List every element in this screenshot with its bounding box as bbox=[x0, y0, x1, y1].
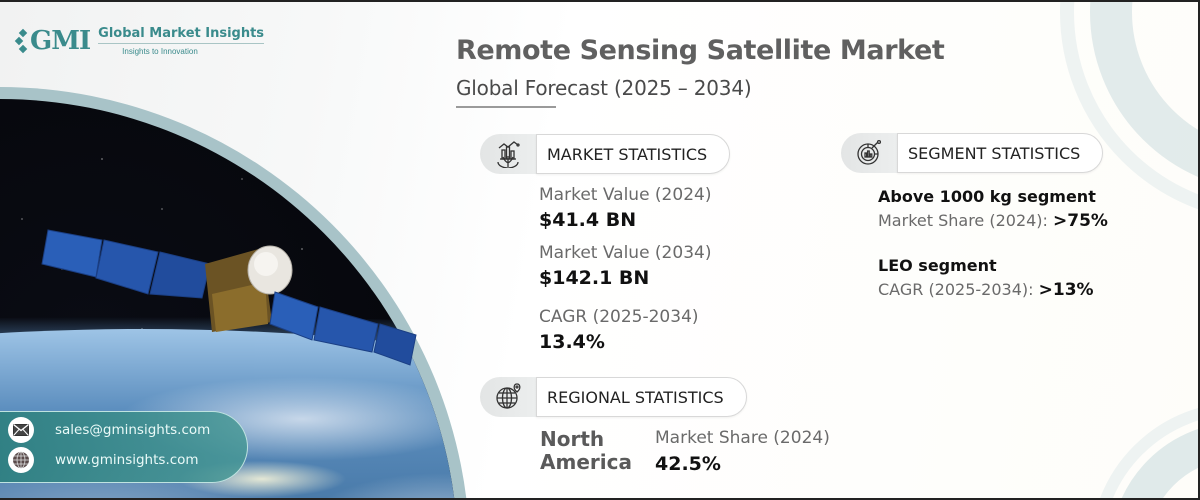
regional-statistics-header: REGIONAL STATISTICS bbox=[480, 377, 747, 417]
region-name-line2: America bbox=[540, 450, 632, 474]
market-statistics-header: MARKET STATISTICS bbox=[480, 134, 731, 174]
segment-1-name: Above 1000 kg segment bbox=[878, 187, 1096, 206]
regional-statistics-label: REGIONAL STATISTICS bbox=[536, 377, 747, 417]
market-value-2034: $142.1 BN bbox=[539, 267, 650, 289]
region-name: North America bbox=[540, 428, 632, 474]
contact-email[interactable]: sales@gminsights.com bbox=[8, 417, 210, 443]
segment-statistics-header: SEGMENT STATISTICS bbox=[841, 133, 1104, 173]
segment-statistics-label: SEGMENT STATISTICS bbox=[897, 133, 1104, 173]
segment-1-value: >75% bbox=[1053, 211, 1108, 231]
page-subtitle: Global Forecast (2025 – 2034) bbox=[456, 76, 752, 100]
globe-pin-icon bbox=[480, 377, 536, 417]
brand-tagline: Insights to Innovation bbox=[122, 47, 198, 56]
page-title: Remote Sensing Satellite Market bbox=[456, 35, 945, 66]
market-value-2024: $41.4 BN bbox=[539, 209, 637, 231]
envelope-icon bbox=[8, 417, 34, 443]
region-metric-value: 42.5% bbox=[655, 453, 721, 475]
segment-2-metric: CAGR (2025-2034): >13% bbox=[878, 280, 1094, 300]
segment-2-value: >13% bbox=[1038, 280, 1094, 300]
cagr-value: 13.4% bbox=[539, 331, 605, 353]
segment-1-metric: Market Share (2024): >75% bbox=[878, 211, 1108, 231]
globe-icon bbox=[8, 447, 34, 473]
brand-name: Global Market Insights bbox=[98, 26, 265, 44]
email-link[interactable]: sales@gminsights.com bbox=[55, 422, 211, 438]
globe-chart-icon bbox=[480, 134, 536, 174]
logo-letters: GMI bbox=[30, 26, 91, 56]
logo-mark: GMI bbox=[14, 26, 91, 56]
region-name-line1: North bbox=[540, 427, 605, 451]
contact-panel: sales@gminsights.com www.gminsights.com bbox=[0, 411, 248, 483]
contact-website[interactable]: www.gminsights.com bbox=[8, 447, 199, 473]
cagr-label: CAGR (2025-2034) bbox=[539, 307, 699, 327]
market-value-2034-label: Market Value (2034) bbox=[539, 243, 712, 263]
title-underline bbox=[456, 106, 556, 108]
hero-image: sales@gminsights.com www.gminsights.com bbox=[0, 2, 480, 498]
market-value-2024-label: Market Value (2024) bbox=[539, 185, 712, 205]
brand-logo[interactable]: GMI Global Market Insights Insights to I… bbox=[14, 26, 265, 56]
segment-1-metric-label: Market Share (2024): bbox=[878, 211, 1048, 230]
segment-2-name: LEO segment bbox=[878, 256, 997, 275]
region-metric-label: Market Share (2024) bbox=[655, 428, 830, 448]
website-link[interactable]: www.gminsights.com bbox=[55, 452, 199, 468]
segment-2-metric-label: CAGR (2025-2034): bbox=[878, 280, 1034, 299]
pie-target-icon bbox=[841, 133, 897, 173]
market-statistics-label: MARKET STATISTICS bbox=[536, 134, 731, 174]
